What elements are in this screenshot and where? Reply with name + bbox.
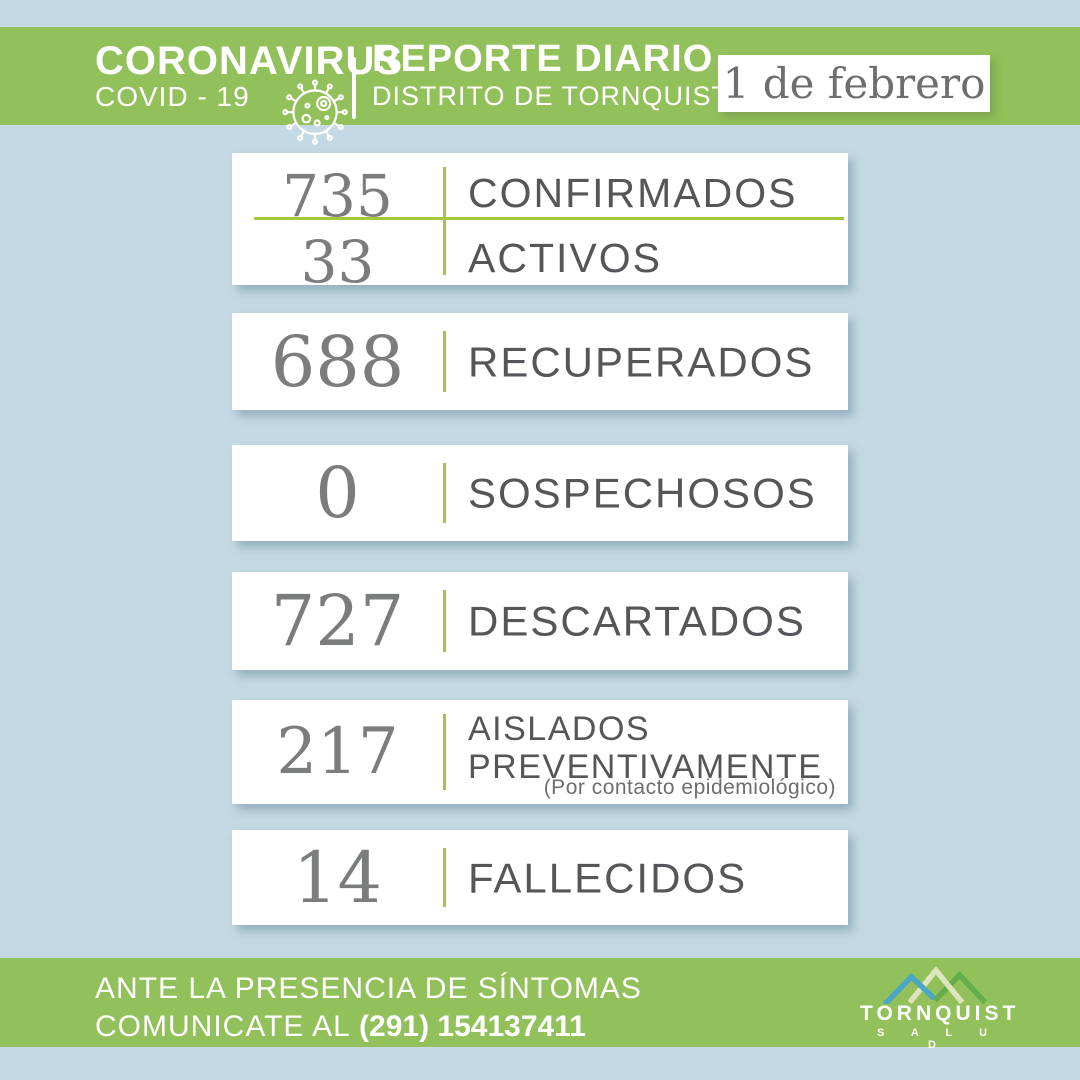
green-vertical-divider bbox=[443, 714, 446, 790]
aislados-label-line2: PREVENTIVAMENTE bbox=[468, 748, 823, 787]
stat-card-sospechosos: 0 SOSPECHOSOS bbox=[232, 445, 848, 541]
stat-card-aislados: 217 AISLADOS PREVENTIVAMENTE (Por contac… bbox=[232, 700, 848, 804]
footer-message: ANTE LA PRESENCIA DE SÍNTOMAS COMUNICATE… bbox=[95, 970, 642, 1045]
footer-band: ANTE LA PRESENCIA DE SÍNTOMAS COMUNICATE… bbox=[0, 958, 1080, 1051]
confirmados-label: CONFIRMADOS bbox=[468, 170, 798, 216]
virus-icon bbox=[282, 79, 348, 145]
header-band: CORONAVIRUS COVID - 19 bbox=[0, 27, 1080, 145]
sospechosos-value: 0 bbox=[315, 452, 360, 534]
fallecidos-value: 14 bbox=[292, 836, 383, 919]
descartados-value: 727 bbox=[270, 580, 405, 662]
confirmados-value: 735 bbox=[282, 162, 393, 230]
descartados-label: DESCARTADOS bbox=[468, 597, 806, 645]
fallecidos-label: FALLECIDOS bbox=[468, 853, 748, 901]
brand-subtitle: COVID - 19 bbox=[95, 81, 250, 112]
green-vertical-divider bbox=[443, 463, 446, 523]
green-vertical-divider bbox=[443, 331, 446, 392]
footer-line2: COMUNICATE AL (291) 154137411 bbox=[95, 1009, 586, 1043]
stat-card-recuperados: 688 RECUPERADOS bbox=[232, 313, 848, 410]
tornquist-salud-logo: TORNQUIST S A L U D bbox=[860, 964, 1020, 1051]
stat-card-confirmados-activos: 735 CONFIRMADOS 33 ACTIVOS bbox=[232, 153, 848, 291]
brand-title: CORONAVIRUS bbox=[95, 39, 404, 83]
aislados-label-line1: AISLADOS bbox=[468, 710, 651, 748]
report-title: REPORTE DIARIO bbox=[372, 38, 714, 80]
green-vertical-divider bbox=[443, 167, 446, 275]
green-vertical-divider bbox=[443, 848, 446, 907]
aislados-label: AISLADOS PREVENTIVAMENTE bbox=[468, 710, 838, 786]
green-vertical-divider bbox=[443, 590, 446, 652]
recuperados-value: 688 bbox=[270, 320, 405, 403]
date-badge: 1 de febrero bbox=[718, 55, 990, 112]
green-horizontal-divider bbox=[254, 217, 844, 220]
header-divider bbox=[352, 57, 356, 119]
brand-block: CORONAVIRUS COVID - 19 bbox=[95, 39, 403, 113]
logo-tagline: S A L U D bbox=[876, 1027, 1000, 1051]
report-block: REPORTE DIARIO DISTRITO DE TORNQUIST bbox=[372, 38, 730, 112]
stat-card-descartados: 727 DESCARTADOS bbox=[232, 572, 848, 670]
aislados-sublabel: (Por contacto epidemiológico) bbox=[543, 776, 836, 799]
activos-label: ACTIVOS bbox=[468, 235, 662, 281]
sospechosos-label: SOSPECHOSOS bbox=[468, 469, 817, 517]
aislados-value: 217 bbox=[276, 715, 399, 789]
logo-name: TORNQUIST bbox=[860, 1002, 1020, 1025]
report-subtitle: DISTRITO DE TORNQUIST bbox=[372, 80, 730, 111]
footer-line1: ANTE LA PRESENCIA DE SÍNTOMAS bbox=[95, 972, 642, 1005]
recuperados-label: RECUPERADOS bbox=[468, 337, 815, 385]
stat-card-fallecidos: 14 FALLECIDOS bbox=[232, 830, 848, 925]
activos-value: 33 bbox=[300, 228, 375, 296]
mountains-icon bbox=[882, 966, 988, 1004]
phone-number: (291) 154137411 bbox=[359, 1009, 586, 1043]
